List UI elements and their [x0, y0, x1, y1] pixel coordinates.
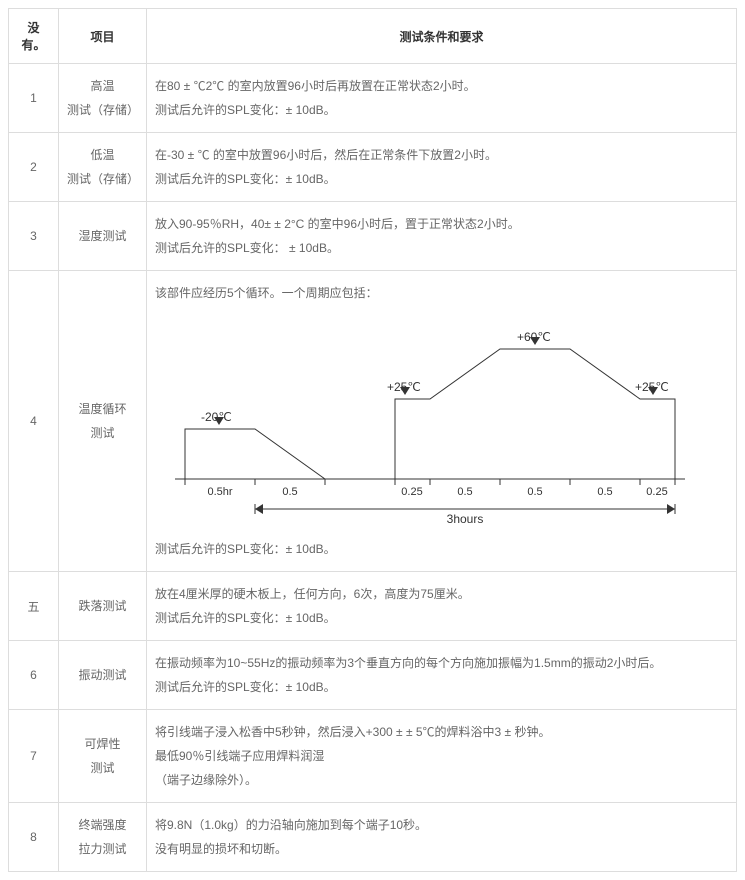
cell-no: 7: [9, 710, 59, 803]
cell-item: 温度循环测试: [59, 271, 147, 572]
cell-no: 6: [9, 641, 59, 710]
req-pre: 该部件应经历5个循环。一个周期应包括：: [155, 281, 728, 305]
table-row: 3湿度测试放入90-95％RH，40± ± 2°C 的室中96小时后，置于正常状…: [9, 202, 737, 271]
cell-req: 在80 ± ℃2℃ 的室内放置96小时后再放置在正常状态2小时。测试后允许的SP…: [147, 64, 737, 133]
cell-no: 8: [9, 803, 59, 872]
cell-item: 高温测试（存储）: [59, 64, 147, 133]
table-row: 6振动测试在振动频率为10~55Hz的振动频率为3个垂直方向的每个方向施加振幅为…: [9, 641, 737, 710]
duration-label: 0.5hr: [207, 486, 232, 498]
header-item: 项目: [59, 9, 147, 64]
total-duration-label: 3hours: [447, 512, 484, 526]
cell-req: 在振动频率为10~55Hz的振动频率为3个垂直方向的每个方向施加振幅为1.5mm…: [147, 641, 737, 710]
cell-no: 2: [9, 133, 59, 202]
cell-item: 振动测试: [59, 641, 147, 710]
table-header-row: 没有。 项目 测试条件和要求: [9, 9, 737, 64]
cell-req: 将9.8N（1.0kg）的力沿轴向施加到每个端子10秒。没有明显的损坏和切断。: [147, 803, 737, 872]
header-no: 没有。: [9, 9, 59, 64]
cell-item: 可焊性测试: [59, 710, 147, 803]
cell-item: 湿度测试: [59, 202, 147, 271]
cell-req: 将引线端子浸入松香中5秒钟，然后浸入+300 ± ± 5℃的焊料浴中3 ± 秒钟…: [147, 710, 737, 803]
test-spec-table: 没有。 项目 测试条件和要求 1高温测试（存储）在80 ± ℃2℃ 的室内放置9…: [8, 8, 737, 872]
cell-no: 3: [9, 202, 59, 271]
duration-label: 0.25: [646, 486, 667, 498]
duration-label: 0.5: [527, 486, 542, 498]
cycle-diagram: -20℃+25℃+60℃+25℃0.5hr0.50.250.50.50.50.2…: [155, 309, 695, 529]
cell-req: 在-30 ± ℃ 的室中放置96小时后，然后在正常条件下放置2小时。测试后允许的…: [147, 133, 737, 202]
duration-label: 0.5: [597, 486, 612, 498]
cell-req: 放入90-95％RH，40± ± 2°C 的室中96小时后，置于正常状态2小时。…: [147, 202, 737, 271]
duration-label: 0.5: [457, 486, 472, 498]
cell-no: 五: [9, 572, 59, 641]
duration-label: 0.25: [401, 486, 422, 498]
table-row: 8终端强度拉力测试将9.8N（1.0kg）的力沿轴向施加到每个端子10秒。没有明…: [9, 803, 737, 872]
cell-item: 跌落测试: [59, 572, 147, 641]
cell-no: 1: [9, 64, 59, 133]
cell-item: 终端强度拉力测试: [59, 803, 147, 872]
cell-req: 该部件应经历5个循环。一个周期应包括：-20℃+25℃+60℃+25℃0.5hr…: [147, 271, 737, 572]
table-row: 4温度循环测试该部件应经历5个循环。一个周期应包括：-20℃+25℃+60℃+2…: [9, 271, 737, 572]
header-req: 测试条件和要求: [147, 9, 737, 64]
cell-req: 放在4厘米厚的硬木板上，任何方向，6次，高度为75厘米。测试后允许的SPL变化：…: [147, 572, 737, 641]
table-row: 五跌落测试放在4厘米厚的硬木板上，任何方向，6次，高度为75厘米。测试后允许的S…: [9, 572, 737, 641]
cell-no: 4: [9, 271, 59, 572]
table-row: 7可焊性测试将引线端子浸入松香中5秒钟，然后浸入+300 ± ± 5℃的焊料浴中…: [9, 710, 737, 803]
cell-item: 低温测试（存储）: [59, 133, 147, 202]
duration-label: 0.5: [282, 486, 297, 498]
req-post: 测试后允许的SPL变化：± 10dB。: [155, 537, 728, 561]
table-row: 2低温测试（存储）在-30 ± ℃ 的室中放置96小时后，然后在正常条件下放置2…: [9, 133, 737, 202]
table-row: 1高温测试（存储）在80 ± ℃2℃ 的室内放置96小时后再放置在正常状态2小时…: [9, 64, 737, 133]
